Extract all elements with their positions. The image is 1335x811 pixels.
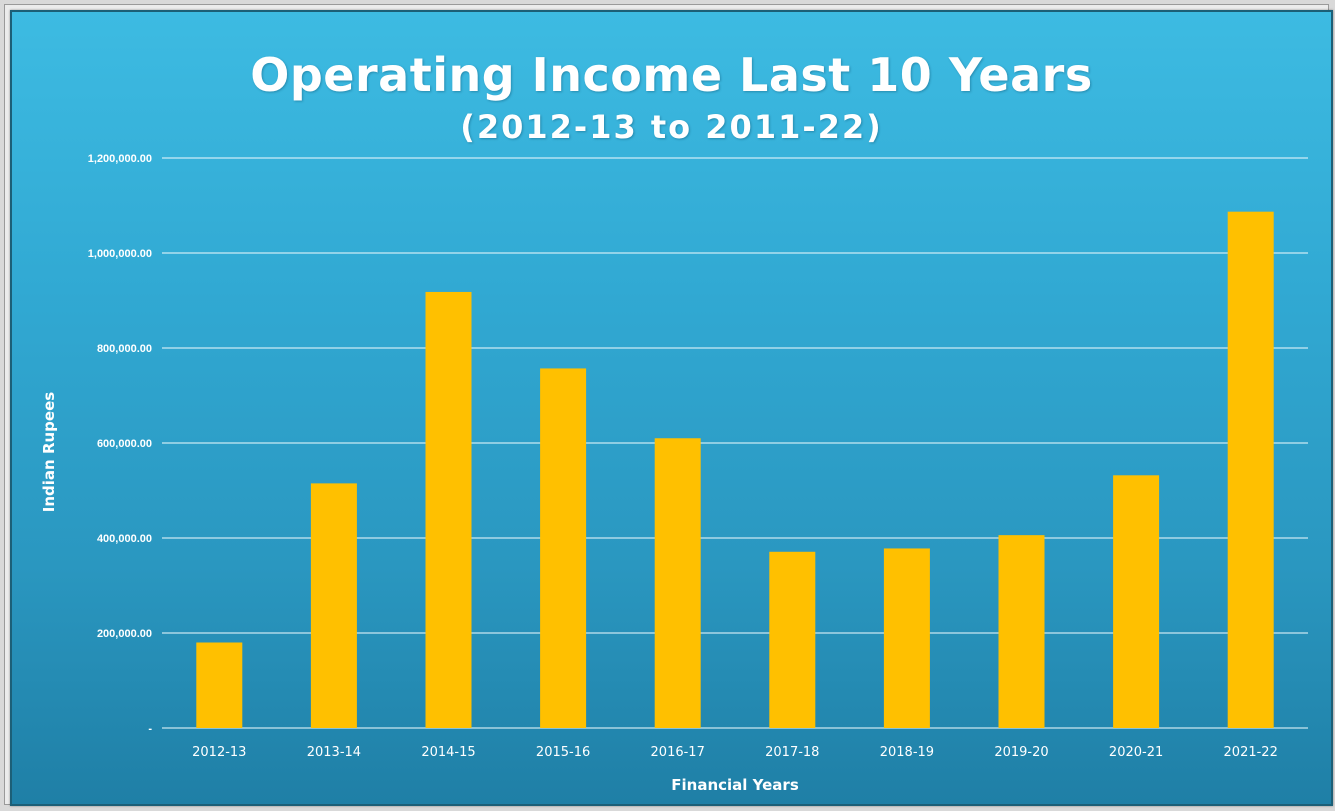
y-axis-label: Indian Rupees [40,392,58,512]
x-axis-ticks: 2012-13 2013-14 2014-15 2015-16 2016-17 2017-… [192,745,1278,760]
bar-2021-22 [1227,211,1274,729]
y-tick-label: 800,000.00 [97,343,152,355]
x-tick-label: 2020-21 [1109,745,1163,760]
bar-2017-18 [769,551,816,728]
y-tick-label: 200,000.00 [97,628,152,640]
bar-2019-20 [998,535,1045,728]
y-tick-label: 1,200,000.00 [88,153,152,165]
x-tick-label: 2015-16 [536,745,590,760]
x-tick-label: 2019-20 [994,745,1048,760]
bar-2013-14 [310,483,357,728]
y-tick-label: 1,000,000.00 [88,248,152,260]
x-tick-label: 2012-13 [192,745,246,760]
bars [196,211,1274,729]
y-tick-label: 600,000.00 [97,438,152,450]
bar-2015-16 [540,368,587,728]
bar-chart: - 200,000.00 400,000.00 600,000.00 800,000.0… [40,153,1308,794]
x-tick-label: 2017-18 [765,745,819,760]
x-tick-label: 2018-19 [880,745,934,760]
x-tick-label: 2013-14 [307,745,361,760]
x-axis-label: Financial Years [671,776,799,794]
y-axis-ticks: - 200,000.00 400,000.00 600,000.00 800,000.0… [88,153,153,735]
bar-2018-19 [883,548,930,728]
bar-2012-13 [196,642,243,728]
chart-panel: Operating Income Last 10 Years (2012-13 … [10,10,1333,806]
bar-2020-21 [1113,475,1160,728]
chart-title: Operating Income Last 10 Years [250,48,1093,102]
x-tick-label: 2021-22 [1224,745,1278,760]
y-tick-label: - [148,723,152,735]
chart-subtitle: (2012-13 to 2011-22) [460,108,883,146]
bar-2014-15 [425,291,472,728]
x-tick-label: 2014-15 [421,745,475,760]
y-tick-label: 400,000.00 [97,533,152,545]
x-tick-label: 2016-17 [651,745,705,760]
bar-2016-17 [654,438,701,728]
